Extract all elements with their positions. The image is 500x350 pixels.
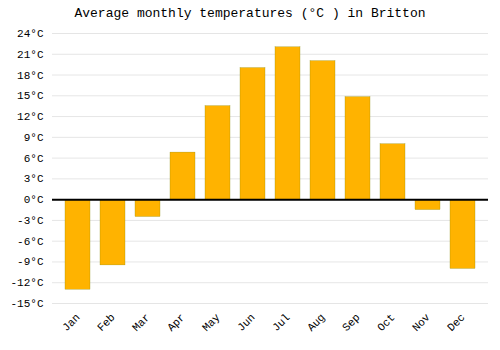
svg-text:Jul: Jul: [270, 311, 292, 333]
svg-text:Apr: Apr: [165, 311, 187, 333]
svg-text:-15°C: -15°C: [10, 298, 43, 310]
svg-text:Oct: Oct: [375, 311, 397, 333]
svg-text:6°C: 6°C: [24, 153, 44, 165]
svg-text:Jun: Jun: [235, 311, 257, 333]
svg-text:Feb: Feb: [95, 311, 117, 333]
svg-text:-3°C: -3°C: [17, 215, 44, 227]
svg-text:Mar: Mar: [130, 311, 152, 333]
svg-text:-12°C: -12°C: [10, 277, 43, 289]
svg-text:9°C: 9°C: [24, 132, 44, 144]
svg-text:3°C: 3°C: [24, 173, 44, 185]
svg-text:0°C: 0°C: [24, 194, 44, 206]
svg-text:-9°C: -9°C: [17, 256, 44, 268]
svg-text:-6°C: -6°C: [17, 236, 44, 248]
html-text:Average monthly temperatures (: Average monthly temperatures (°C ) in Br…: [74, 6, 426, 21]
svg-text:Sep: Sep: [340, 311, 362, 333]
svg-text:May: May: [200, 311, 223, 334]
svg-text:15°C: 15°C: [17, 90, 44, 102]
svg-text:18°C: 18°C: [17, 70, 44, 82]
svg-text:12°C: 12°C: [17, 111, 44, 123]
svg-text:Aug: Aug: [305, 311, 327, 333]
svg-text:21°C: 21°C: [17, 49, 44, 61]
svg-text:Dec: Dec: [445, 311, 467, 333]
svg-text:24°C: 24°C: [17, 28, 44, 40]
svg-text:Nov: Nov: [410, 311, 433, 334]
svg-text:Jan: Jan: [60, 311, 82, 333]
